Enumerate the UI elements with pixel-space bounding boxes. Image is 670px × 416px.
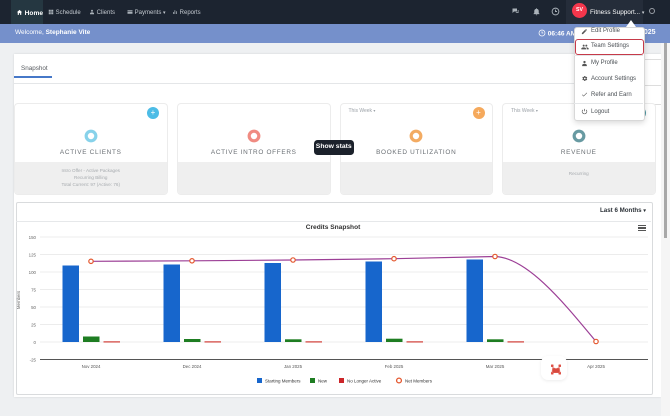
svg-text:Mar 2025: Mar 2025 <box>486 364 505 369</box>
svg-text:125: 125 <box>29 253 37 258</box>
svg-text:25: 25 <box>31 323 36 328</box>
svg-text:0: 0 <box>34 340 37 345</box>
svg-text:50: 50 <box>31 305 36 310</box>
svg-text:Starting Members: Starting Members <box>265 379 301 384</box>
svg-text:Jan 2025: Jan 2025 <box>284 364 303 369</box>
svg-text:Nov 2024: Nov 2024 <box>82 364 101 369</box>
svg-text:-25: -25 <box>30 358 37 363</box>
svg-text:Dec 2024: Dec 2024 <box>183 364 202 369</box>
svg-text:Feb 2025: Feb 2025 <box>385 364 404 369</box>
svg-text:Apr 2025: Apr 2025 <box>587 364 605 369</box>
svg-text:Members: Members <box>16 290 21 309</box>
svg-text:New: New <box>318 379 328 384</box>
svg-text:150: 150 <box>29 235 37 240</box>
svg-text:Net Members: Net Members <box>405 379 433 384</box>
svg-text:No Longer Active: No Longer Active <box>347 379 382 384</box>
svg-text:100: 100 <box>29 270 37 275</box>
svg-text:75: 75 <box>31 288 36 293</box>
